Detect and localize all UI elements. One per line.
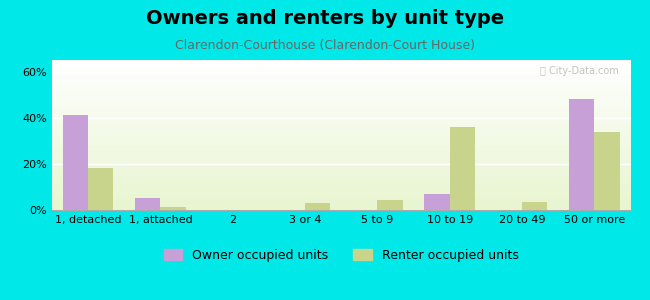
Bar [569,99,594,210]
Bar [161,206,186,210]
Text: Owners and renters by unit type: Owners and renters by unit type [146,9,504,28]
Legend: Owner occupied units, Renter occupied units: Owner occupied units, Renter occupied un… [159,244,524,267]
Text: ⓘ City-Data.com: ⓘ City-Data.com [540,66,619,76]
Bar [594,131,619,210]
Bar [135,199,161,210]
Bar [63,116,88,210]
Text: Clarendon-Courthouse (Clarendon-Court House): Clarendon-Courthouse (Clarendon-Court Ho… [175,39,475,52]
Bar [378,200,403,210]
Bar [424,194,450,210]
Bar [88,169,114,210]
Bar [522,202,547,210]
Bar [450,127,475,210]
Bar [305,203,330,210]
